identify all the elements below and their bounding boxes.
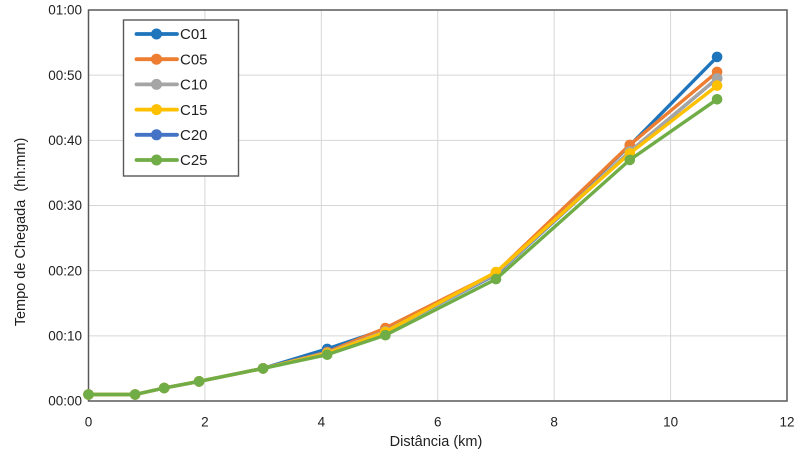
legend-marker-C01 <box>151 28 162 40</box>
x-axis-tick-labels: 0 2 4 6 8 10 12 <box>85 415 795 430</box>
series-C25 <box>83 94 723 400</box>
y-tick-label-00:20: 00:20 <box>48 263 82 278</box>
legend-item-C15: C15 <box>134 102 208 119</box>
x-tick-label-0: 0 <box>85 415 93 430</box>
y-tick-label-00:50: 00:50 <box>48 68 82 83</box>
legend-label-C15: C15 <box>180 102 208 119</box>
x-tick-label-6: 6 <box>434 415 442 430</box>
series-marker-C25 <box>193 376 205 387</box>
legend-marker-C15 <box>151 104 162 116</box>
y-tick-label-00:10: 00:10 <box>48 329 82 344</box>
plot-border <box>87 9 788 402</box>
series-marker-C25 <box>380 329 391 341</box>
y-tick-label-00:30: 00:30 <box>48 198 82 213</box>
series-marker-C25 <box>257 363 269 374</box>
y-tick-label-00:40: 00:40 <box>48 133 82 148</box>
y-axis-tick-labels: 00:00 00:10 00:20 00:30 00:40 00:50 01:00 <box>48 3 82 409</box>
series-marker-C25 <box>158 382 170 394</box>
y-axis-title: Tempo de Chegada (hh:mm) <box>13 138 29 327</box>
legend-item-C05: C05 <box>134 51 208 68</box>
legend-label-C25: C25 <box>180 152 208 169</box>
x-tick-label-8: 8 <box>550 415 558 430</box>
legend-label-C20: C20 <box>180 127 208 144</box>
x-tick-label-2: 2 <box>201 415 209 430</box>
series-layer <box>83 51 723 400</box>
series-line-C25 <box>86 97 719 397</box>
y-tick-label-00:00: 00:00 <box>48 394 82 409</box>
x-tick-label-10: 10 <box>663 415 678 430</box>
legend-label-C05: C05 <box>180 51 208 68</box>
series-marker-C25 <box>624 154 636 166</box>
legend-item-C20: C20 <box>134 127 208 144</box>
series-marker-C25 <box>321 349 333 361</box>
series-marker-C25 <box>129 389 141 400</box>
legend-item-C01: C01 <box>134 26 208 43</box>
y-tick-label-01:00: 01:00 <box>48 3 82 18</box>
legend: C01 C05 C10 C15 C20 C25 <box>122 19 240 177</box>
legend-item-C25: C25 <box>134 152 208 169</box>
series-marker-C25 <box>711 94 723 105</box>
series-marker-C01 <box>711 51 723 63</box>
legend-marker-C20 <box>151 129 162 141</box>
x-axis-title: Distância (km) <box>390 434 483 450</box>
x-tick-label-12: 12 <box>779 415 794 430</box>
legend-label-C01: C01 <box>180 26 208 43</box>
series-marker-C25 <box>490 273 502 285</box>
legend-box <box>122 19 240 177</box>
legend-label-C10: C10 <box>180 77 208 94</box>
series-marker-C25 <box>83 389 94 400</box>
legend-item-C10: C10 <box>134 77 208 94</box>
x-tick-label-4: 4 <box>318 415 326 430</box>
legend-marker-C25 <box>151 154 162 166</box>
legend-marker-C10 <box>151 78 162 90</box>
legend-marker-C05 <box>151 53 162 65</box>
series-marker-C15 <box>711 80 723 91</box>
